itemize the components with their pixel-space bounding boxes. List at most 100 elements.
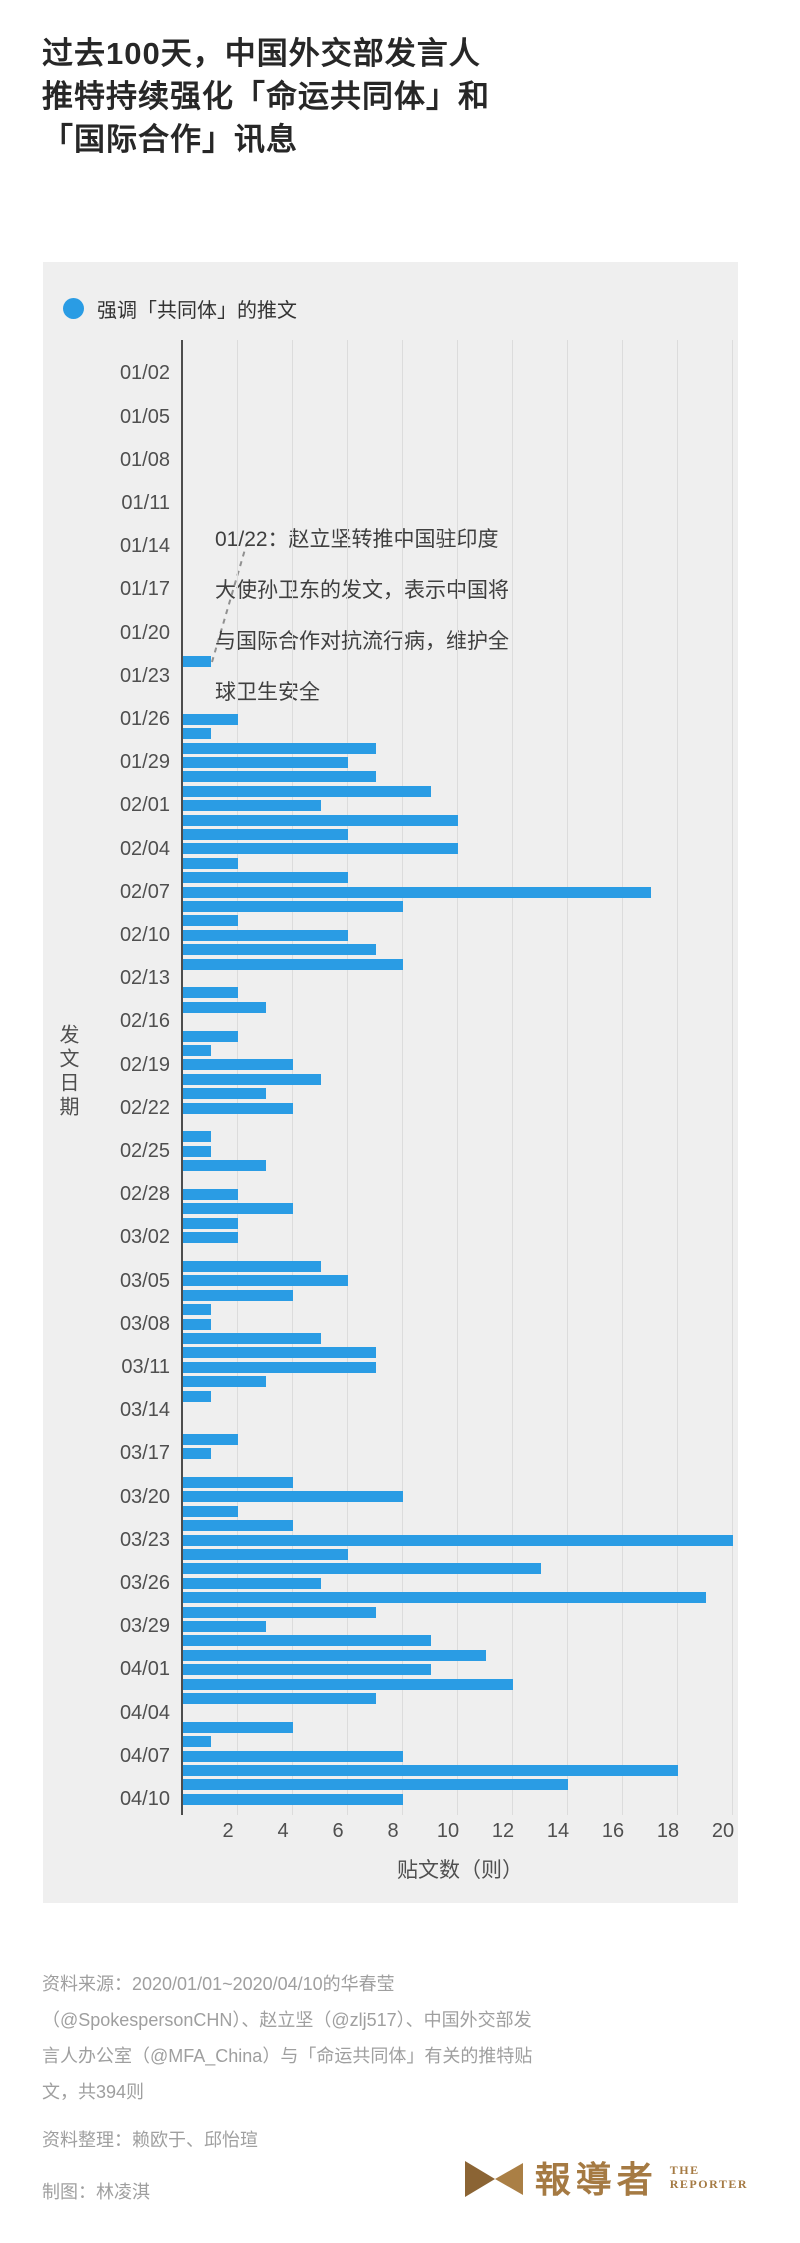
bar-03-07 (183, 1304, 211, 1316)
chart-panel: 强调「共同体」的推文 发文日期 01/02 01/05 01/08 01/11 01/1… (43, 262, 738, 1903)
y-tick-label-04-10: 04/10 (119, 1788, 170, 1810)
bar-03-27 (183, 1592, 706, 1604)
y-tick-label-04-07: 04/07 (119, 1744, 170, 1767)
bar-02-28 (183, 1188, 238, 1200)
y-tick-label-01-11: 01/11 (121, 492, 170, 514)
the-reporter-logo: 報導者 THE REPORTER (464, 2160, 748, 2200)
gridline-x-12 (512, 340, 513, 1815)
legend-label: 强调「共同体」的推文 (97, 300, 297, 322)
y-tick-label-03-02: 03/02 (119, 1226, 170, 1249)
y-tick-label-02-25: 02/25 (119, 1140, 170, 1162)
y-tick-label-02-01: 02/01 (119, 794, 170, 817)
bar-02-24 (183, 1131, 211, 1143)
y-tick-label-01-20: 01/20 (119, 621, 170, 644)
logo-en-line-2: REPORTER (669, 2177, 748, 2191)
annotation-line-2: 大使孙卫东的发文，表示中国将 (215, 579, 509, 602)
bar-04-03 (183, 1692, 376, 1704)
x-tick-label-16: 16 (601, 1820, 625, 1842)
x-tick-label-4: 4 (277, 1820, 289, 1842)
y-tick-label-01-23: 01/23 (119, 664, 170, 687)
title-line-2: 推特持续强化「命运共同体」和 (42, 79, 490, 114)
bar-02-02 (183, 814, 458, 826)
y-tick-label-02-10: 02/10 (119, 924, 170, 946)
bar-02-15 (183, 1001, 266, 1013)
annotation-01-22: 01/22：赵立坚转推中国驻印度 大使孙卫东的发文，表示中国将 与国际合作对抗流… (215, 514, 715, 718)
bar-02-18 (183, 1044, 211, 1056)
y-tick-label-03-20: 03/20 (119, 1485, 170, 1508)
bar-01-29 (183, 756, 348, 768)
bar-03-25 (183, 1563, 541, 1575)
bar-01-30 (183, 771, 376, 783)
bar-02-03 (183, 828, 348, 840)
y-tick-label-02-16: 02/16 (119, 1010, 170, 1033)
bar-03-24 (183, 1548, 348, 1560)
bar-01-27 (183, 728, 211, 740)
gridline-x-16 (622, 340, 623, 1815)
y-tick-label-02-19: 02/19 (119, 1053, 170, 1076)
y-tick-label-03-11: 03/11 (121, 1356, 170, 1378)
bar-03-22 (183, 1520, 293, 1532)
bar-04-02 (183, 1678, 513, 1690)
bar-01-22 (183, 656, 211, 668)
x-tick-label-6: 6 (332, 1820, 344, 1842)
bar-01-26 (183, 713, 238, 725)
annotation-line-3: 与国际合作对抗流行病，维护全 (215, 630, 509, 653)
bar-02-04 (183, 843, 458, 855)
y-tick-label-02-13: 02/13 (119, 967, 170, 990)
y-tick-label-02-04: 02/04 (119, 837, 170, 860)
source-line-2: （@SpokespersonCHN）、赵立坚（@zlj517）、中国外交部发 (42, 2010, 532, 2030)
bar-03-26 (183, 1577, 321, 1589)
page-title: 过去100天，中国外交部发言人 推特持续强化「命运共同体」和 「国际合作」讯息 (42, 32, 766, 161)
gridline-x-6 (347, 340, 348, 1815)
x-tick-label-2: 2 (222, 1820, 234, 1842)
y-tick-label-03-23: 03/23 (119, 1528, 170, 1551)
bar-03-29 (183, 1620, 266, 1632)
y-tick-label-02-07: 02/07 (119, 880, 170, 903)
bar-03-19 (183, 1476, 293, 1488)
bar-03-04 (183, 1260, 321, 1272)
y-tick-label-03-05: 03/05 (119, 1269, 170, 1292)
y-tick-label-03-14: 03/14 (119, 1399, 170, 1422)
bar-03-11 (183, 1361, 376, 1373)
x-tick-label-18: 18 (656, 1820, 680, 1842)
bar-02-21 (183, 1088, 266, 1100)
bar-03-06 (183, 1289, 293, 1301)
bar-02-08 (183, 900, 403, 912)
y-tick-label-03-29: 03/29 (119, 1615, 170, 1638)
bar-02-14 (183, 987, 238, 999)
x-tick-label-8: 8 (387, 1820, 399, 1842)
bar-01-28 (183, 742, 376, 754)
source-line-3: 言人办公室（@MFA_China）与「命运共同体」有关的推特贴 (42, 2046, 533, 2066)
x-tick-label-10: 10 (436, 1820, 460, 1842)
bar-02-11 (183, 944, 376, 956)
y-tick-label-03-08: 03/08 (119, 1312, 170, 1335)
bar-02-29 (183, 1203, 293, 1215)
bar-02-06 (183, 872, 348, 884)
bar-03-31 (183, 1649, 486, 1661)
y-tick-label-02-22: 02/22 (119, 1096, 170, 1119)
source-line-4: 文，共394则 (42, 2082, 145, 2102)
x-tick-label-12: 12 (491, 1820, 515, 1842)
y-tick-label-01-29: 01/29 (119, 751, 170, 774)
y-tick-label-01-05: 01/05 (119, 405, 170, 428)
x-tick-label-14: 14 (546, 1820, 570, 1842)
bar-02-09 (183, 915, 238, 927)
legend-dot-icon (63, 298, 84, 319)
y-tick-label-01-14: 01/14 (119, 535, 170, 558)
y-tick-label-01-02: 01/02 (119, 362, 170, 385)
bar-02-17 (183, 1030, 238, 1042)
bar-04-09 (183, 1779, 568, 1791)
y-tick-label-03-26: 03/26 (119, 1572, 170, 1594)
y-tick-label-02-28: 02/28 (119, 1183, 170, 1206)
gridline-x-20 (732, 340, 733, 1815)
y-tick-label-01-26: 01/26 (119, 708, 170, 730)
credit-chart: 制图：林凌淇 (42, 2182, 150, 2202)
bar-04-01 (183, 1664, 431, 1676)
source-note: 资料来源：2020/01/01~2020/04/10的华春莹 （@Spokesp… (42, 1966, 756, 2110)
y-tick-label-04-04: 04/04 (119, 1701, 170, 1724)
bar-01-31 (183, 785, 431, 797)
logo-zh-text: 報導者 (534, 2160, 658, 2200)
bar-03-13 (183, 1390, 211, 1402)
gridline-x-18 (677, 340, 678, 1815)
bar-02-19 (183, 1059, 293, 1071)
